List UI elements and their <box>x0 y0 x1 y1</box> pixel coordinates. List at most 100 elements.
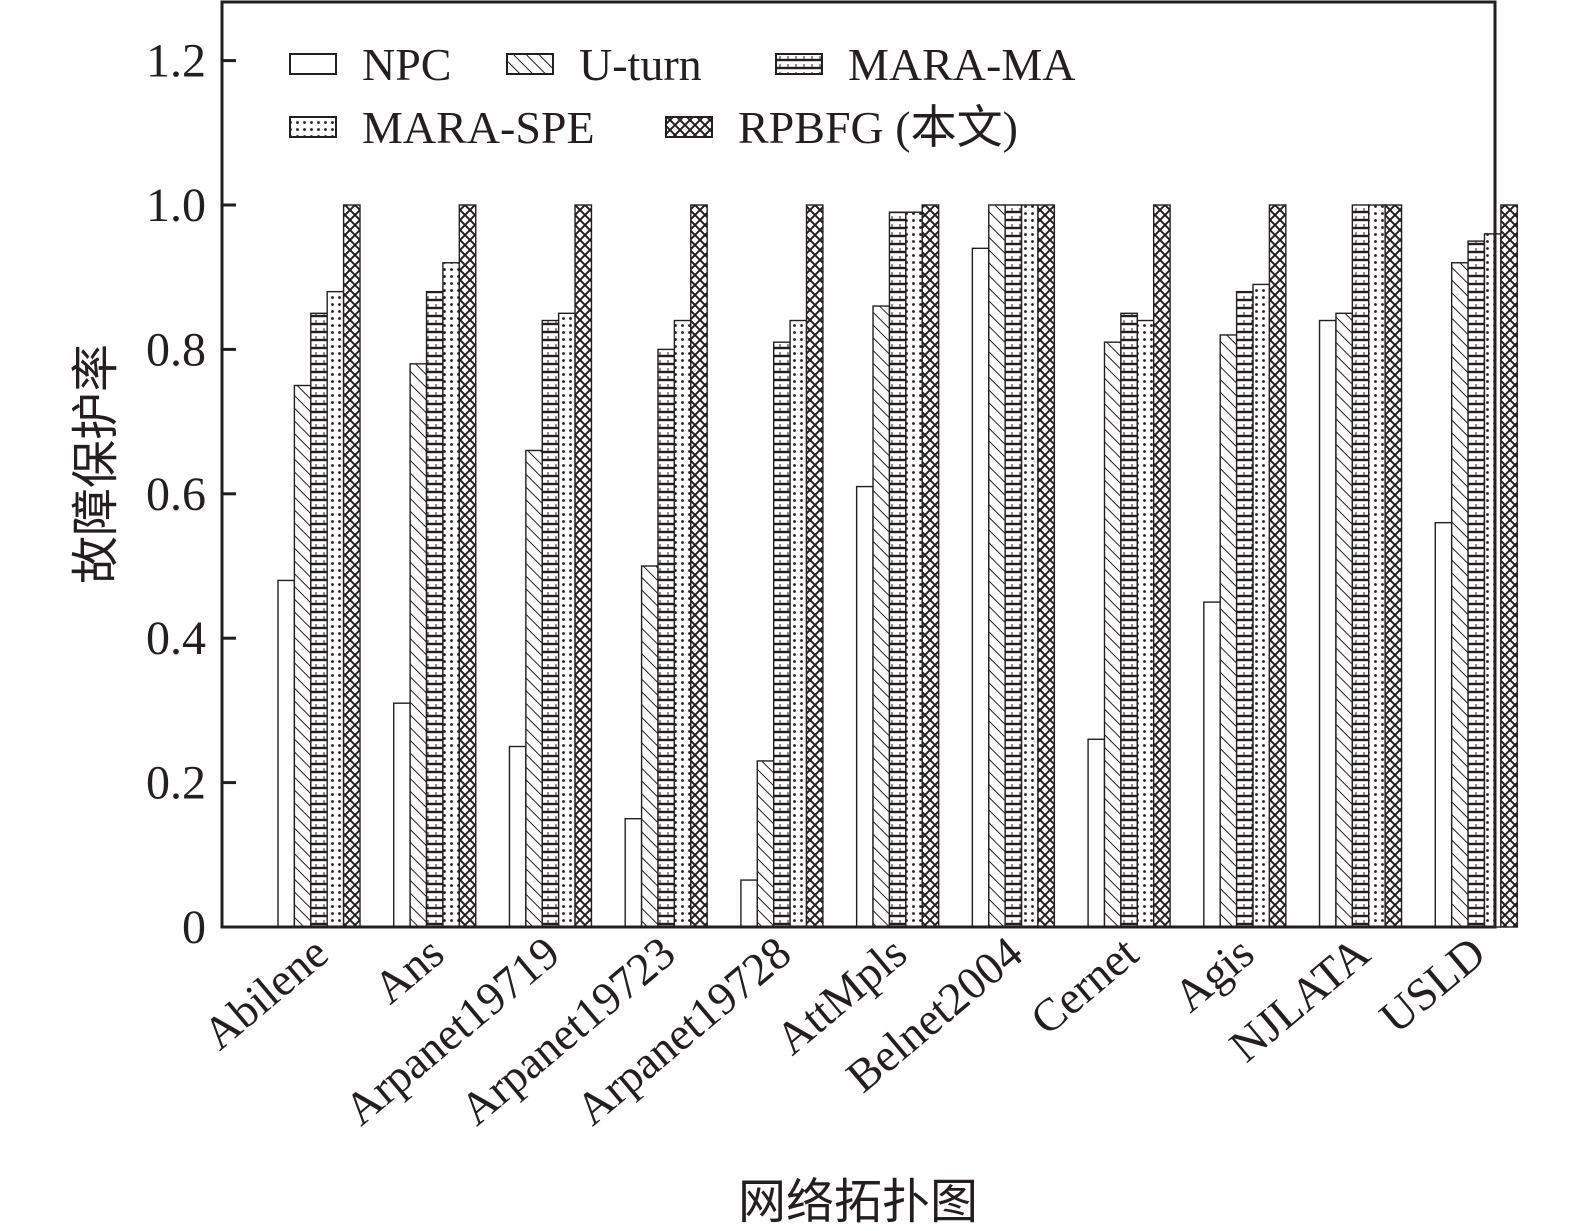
legend-item: RPBFG (本文) <box>665 102 1018 153</box>
bar <box>1467 240 1486 928</box>
bar <box>1318 319 1337 928</box>
bar <box>1103 341 1122 928</box>
bar <box>805 204 824 928</box>
bar <box>310 312 328 928</box>
bar <box>657 348 676 928</box>
bar <box>508 745 527 928</box>
bar-group <box>1434 204 1518 928</box>
bar <box>773 341 791 928</box>
bar <box>557 312 576 928</box>
y-tick-label: 0 <box>182 901 206 954</box>
bar <box>1368 204 1386 928</box>
y-tick-label: 1.2 <box>146 35 206 88</box>
bar <box>1037 204 1056 928</box>
bar <box>789 319 808 928</box>
legend-label: NPC <box>362 39 451 90</box>
bar <box>1087 738 1106 928</box>
y-tick-label: 0.6 <box>146 468 206 521</box>
bar <box>1203 601 1221 928</box>
bar <box>1384 204 1403 928</box>
bar-group <box>855 204 940 928</box>
bar <box>277 579 296 928</box>
legend: NPC U-turn MARA-MA MARA-SPE RPBFG (本文) <box>289 39 1075 153</box>
bar <box>690 204 708 928</box>
bar <box>574 204 593 928</box>
bar <box>393 702 411 928</box>
legend-label: RPBFG (本文) <box>738 102 1018 153</box>
bar <box>1483 233 1502 928</box>
bar-group <box>740 204 824 928</box>
bar <box>326 290 345 928</box>
legend-label: U-turn <box>579 39 702 90</box>
bars <box>277 204 1518 928</box>
bar <box>458 204 477 928</box>
bar <box>442 262 461 928</box>
legend-swatch <box>665 116 713 138</box>
bar <box>1136 319 1155 928</box>
x-axis: Abilene AnsArpanet19719Arpanet19723Arpane… <box>193 926 1495 1134</box>
x-tick-label: Cernet <box>1021 926 1148 1044</box>
bar-group <box>508 204 593 928</box>
bar <box>1268 204 1287 928</box>
bar <box>1004 204 1023 928</box>
legend-label: MARA-MA <box>848 39 1075 90</box>
bar <box>921 204 940 928</box>
x-tick-label: Agis <box>1164 927 1263 1022</box>
bar-group <box>1203 204 1287 928</box>
x-tick-label: Ans <box>364 927 454 1014</box>
legend-item: NPC <box>289 39 451 90</box>
bar <box>1020 204 1039 928</box>
bar <box>855 485 874 928</box>
y-axis-title: 故障保护率 <box>70 344 123 584</box>
bar-group <box>277 204 361 928</box>
bar <box>1351 204 1370 928</box>
bar <box>624 818 643 928</box>
bar <box>1152 204 1171 928</box>
bar <box>888 211 907 928</box>
x-axis-title: 网络拓扑图 <box>738 1176 978 1229</box>
legend-swatch <box>289 53 337 75</box>
bar <box>1434 521 1453 928</box>
bar-group <box>1318 204 1403 928</box>
legend-label: MARA-SPE <box>362 102 595 153</box>
legend-item: MARA-MA <box>775 39 1075 90</box>
bar <box>971 247 990 928</box>
legend-swatch <box>506 53 554 75</box>
bar <box>905 211 923 928</box>
bar <box>1335 312 1354 928</box>
bar <box>740 879 759 928</box>
bar <box>1120 312 1138 928</box>
y-tick-label: 0.8 <box>146 323 206 376</box>
bar <box>1450 262 1469 928</box>
bar <box>872 305 891 928</box>
y-axis: 0 0.2 0.4 0.6 0.8 1.0 1.2 <box>146 35 236 954</box>
y-tick-label: 0.4 <box>146 612 206 665</box>
y-tick-label: 1.0 <box>146 179 206 232</box>
legend-swatch <box>775 53 823 75</box>
bar <box>1235 290 1254 928</box>
bar <box>673 319 692 928</box>
bar <box>541 319 560 928</box>
bar-group <box>1087 204 1171 928</box>
bar <box>988 204 1006 928</box>
legend-item: MARA-SPE <box>289 102 595 153</box>
x-tick-label: Abilene <box>193 927 337 1060</box>
y-tick-label: 0.2 <box>146 757 206 810</box>
bar <box>1219 334 1238 928</box>
bar-group <box>393 204 477 928</box>
bar <box>425 290 444 928</box>
legend-item: U-turn <box>506 39 702 90</box>
bar <box>1252 283 1271 928</box>
bar <box>1500 204 1518 928</box>
bar-group <box>624 204 708 928</box>
plot-frame <box>220 0 1497 929</box>
x-tick-label: USLD <box>1370 927 1495 1043</box>
legend-swatch <box>289 116 337 138</box>
bar <box>409 363 428 928</box>
bar <box>342 204 361 928</box>
bar-group <box>971 204 1056 928</box>
bar <box>293 384 312 928</box>
bar <box>640 565 659 928</box>
bar <box>525 449 543 928</box>
